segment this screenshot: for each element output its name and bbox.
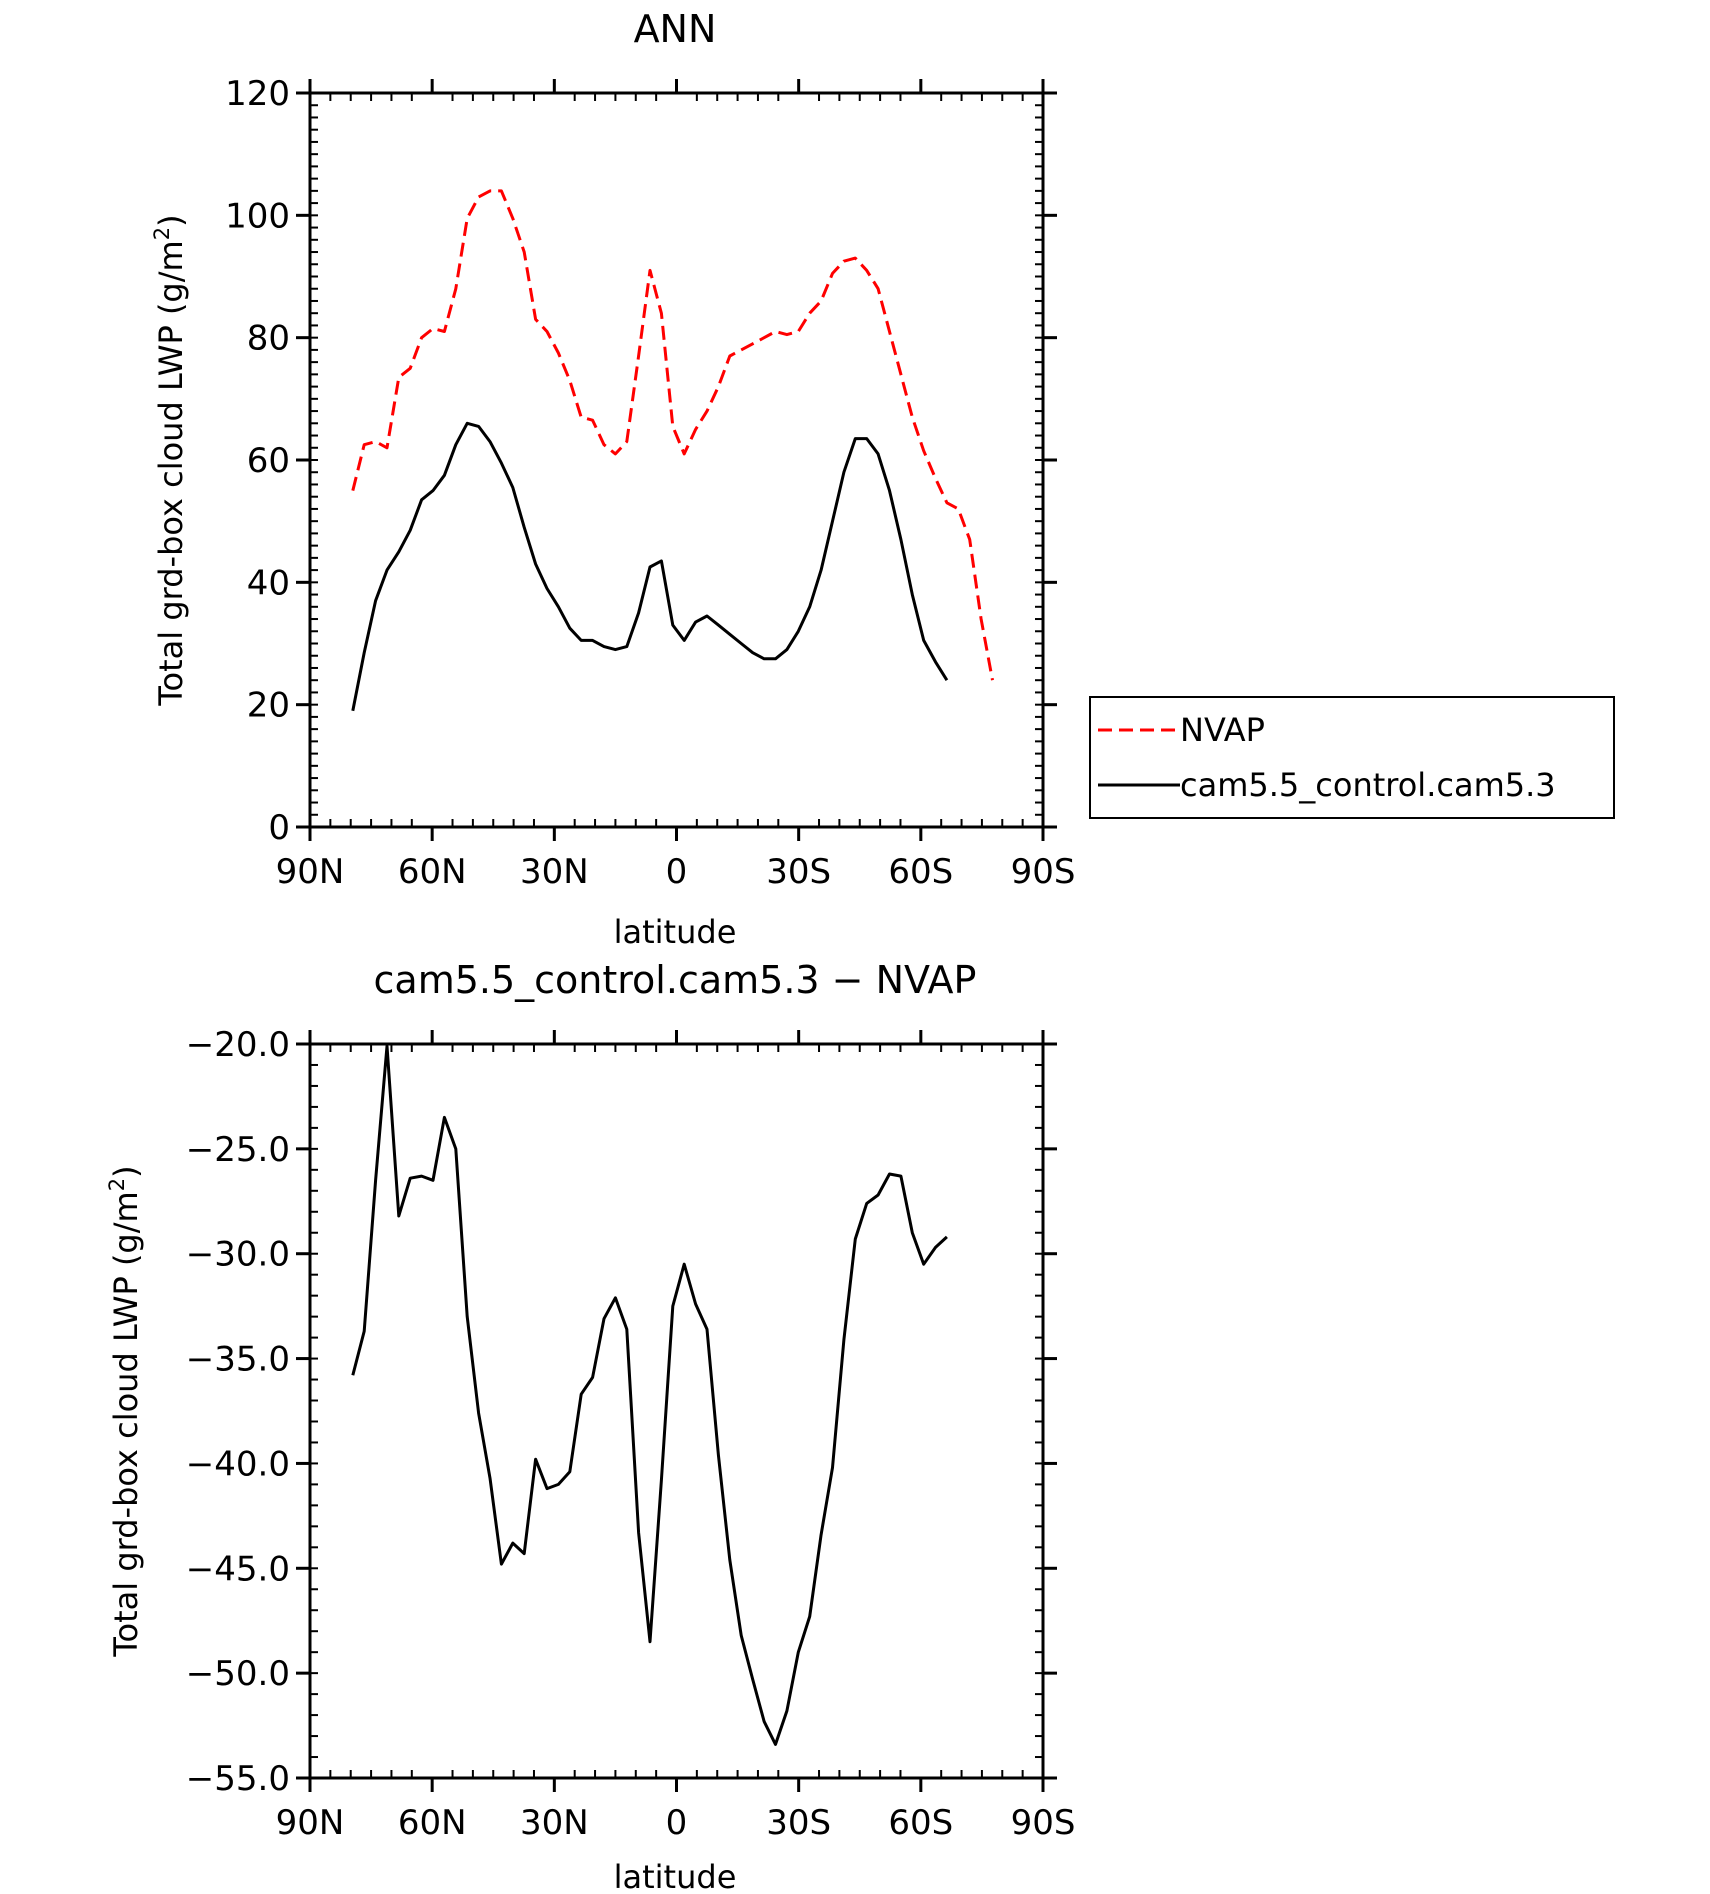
bottom-y-tick-label: −40.0 xyxy=(186,1444,290,1484)
bottom-panel: cam5.5_control.cam5.3 − NVAP 90N 60N 30N 0 3… xyxy=(105,958,1075,1894)
top-y-tick-label: 120 xyxy=(225,74,290,114)
top-x-tick-label: 30N xyxy=(520,852,589,892)
bottom-y-tick-label: −30.0 xyxy=(186,1235,290,1275)
bottom-x-tick-label: 90N xyxy=(276,1803,345,1843)
top-y-tick-label: 20 xyxy=(247,686,290,726)
top-x-tick-label: 30S xyxy=(766,852,831,892)
top-x-tick-label: 60S xyxy=(888,852,953,892)
bottom-y-tick-label: −55.0 xyxy=(186,1759,290,1799)
legend-cam-label: cam5.5_control.cam5.3 xyxy=(1180,766,1556,804)
bottom-chart-title: cam5.5_control.cam5.3 − NVAP xyxy=(374,958,977,1002)
legend: NVAP cam5.5_control.cam5.3 xyxy=(1089,696,1615,819)
bottom-y-tick-label: −45.0 xyxy=(186,1549,290,1589)
top-y-axis-label-close: ) xyxy=(152,214,190,226)
top-x-axis-label: latitude xyxy=(614,913,737,951)
top-y-tick-labels: 0 20 40 60 80 100 120 xyxy=(225,74,290,848)
bottom-x-axis-label: latitude xyxy=(614,1858,737,1894)
top-x-tick-labels: 90N 60N 30N 0 30S 60S 90S xyxy=(276,852,1076,892)
top-y-tick-label: 80 xyxy=(247,319,290,359)
bottom-ticks xyxy=(296,1030,1057,1792)
bottom-x-tick-label: 60N xyxy=(398,1803,467,1843)
bottom-y-axis-label: Total grd-box cloud LWP (g/m2) xyxy=(105,1165,145,1657)
top-ticks xyxy=(296,79,1057,841)
top-y-tick-label: 100 xyxy=(225,196,290,236)
top-series-line-1 xyxy=(351,421,949,712)
bottom-y-axis-label-text: Total grd-box cloud LWP (g/m xyxy=(107,1191,145,1657)
bottom-series-lines xyxy=(351,1044,948,1746)
top-panel: ANN 90N 60N 30N 0 30S 60S 90S 020406080100120 … xyxy=(150,7,1615,951)
legend-box xyxy=(1089,696,1615,819)
bottom-y-tick-labels: −55.0 −50.0 −45.0 −40.0 −35.0 −30.0 −25.0 −20.0 xyxy=(186,1025,290,1799)
top-y-tick-label: 40 xyxy=(247,563,290,603)
top-series-lines xyxy=(351,189,994,712)
bottom-x-tick-labels: 90N 60N 30N 0 30S 60S 90S xyxy=(276,1803,1076,1843)
top-x-tick-label: 90S xyxy=(1011,852,1076,892)
top-y-tick-label: 0 xyxy=(268,808,290,848)
bottom-x-tick-label: 60S xyxy=(888,1803,953,1843)
legend-nvap-label: NVAP xyxy=(1180,711,1265,749)
bottom-y-axis-label-sup: 2 xyxy=(105,1178,129,1191)
bottom-x-tick-label: 0 xyxy=(666,1803,688,1843)
bottom-y-tick-label: −50.0 xyxy=(186,1654,290,1694)
bottom-y-tick-label: −35.0 xyxy=(186,1340,290,1380)
top-series-line-0 xyxy=(351,189,994,681)
bottom-x-tick-label: 30N xyxy=(520,1803,589,1843)
top-x-tick-label: 90N xyxy=(276,852,345,892)
top-x-tick-label: 0 xyxy=(666,852,688,892)
bottom-x-tick-label: 30S xyxy=(766,1803,831,1843)
top-y-axis-label: Total grd-box cloud LWP (g/m2) xyxy=(150,214,190,706)
top-x-tick-label: 60N xyxy=(398,852,467,892)
top-y-axis-label-text: Total grd-box cloud LWP (g/m xyxy=(152,240,190,706)
bottom-y-axis-label-close: ) xyxy=(107,1165,145,1177)
bottom-plot-frame xyxy=(308,1042,1045,1780)
bottom-series-line-0 xyxy=(351,1044,948,1746)
bottom-y-tick-label: −25.0 xyxy=(186,1130,290,1170)
top-y-axis-label-sup: 2 xyxy=(150,227,174,240)
top-plot-frame xyxy=(308,91,1045,829)
bottom-y-tick-label: −20.0 xyxy=(186,1025,290,1065)
top-y-tick-label: 60 xyxy=(247,441,290,481)
top-chart-title: ANN xyxy=(634,7,717,51)
bottom-x-tick-label: 90S xyxy=(1011,1803,1076,1843)
